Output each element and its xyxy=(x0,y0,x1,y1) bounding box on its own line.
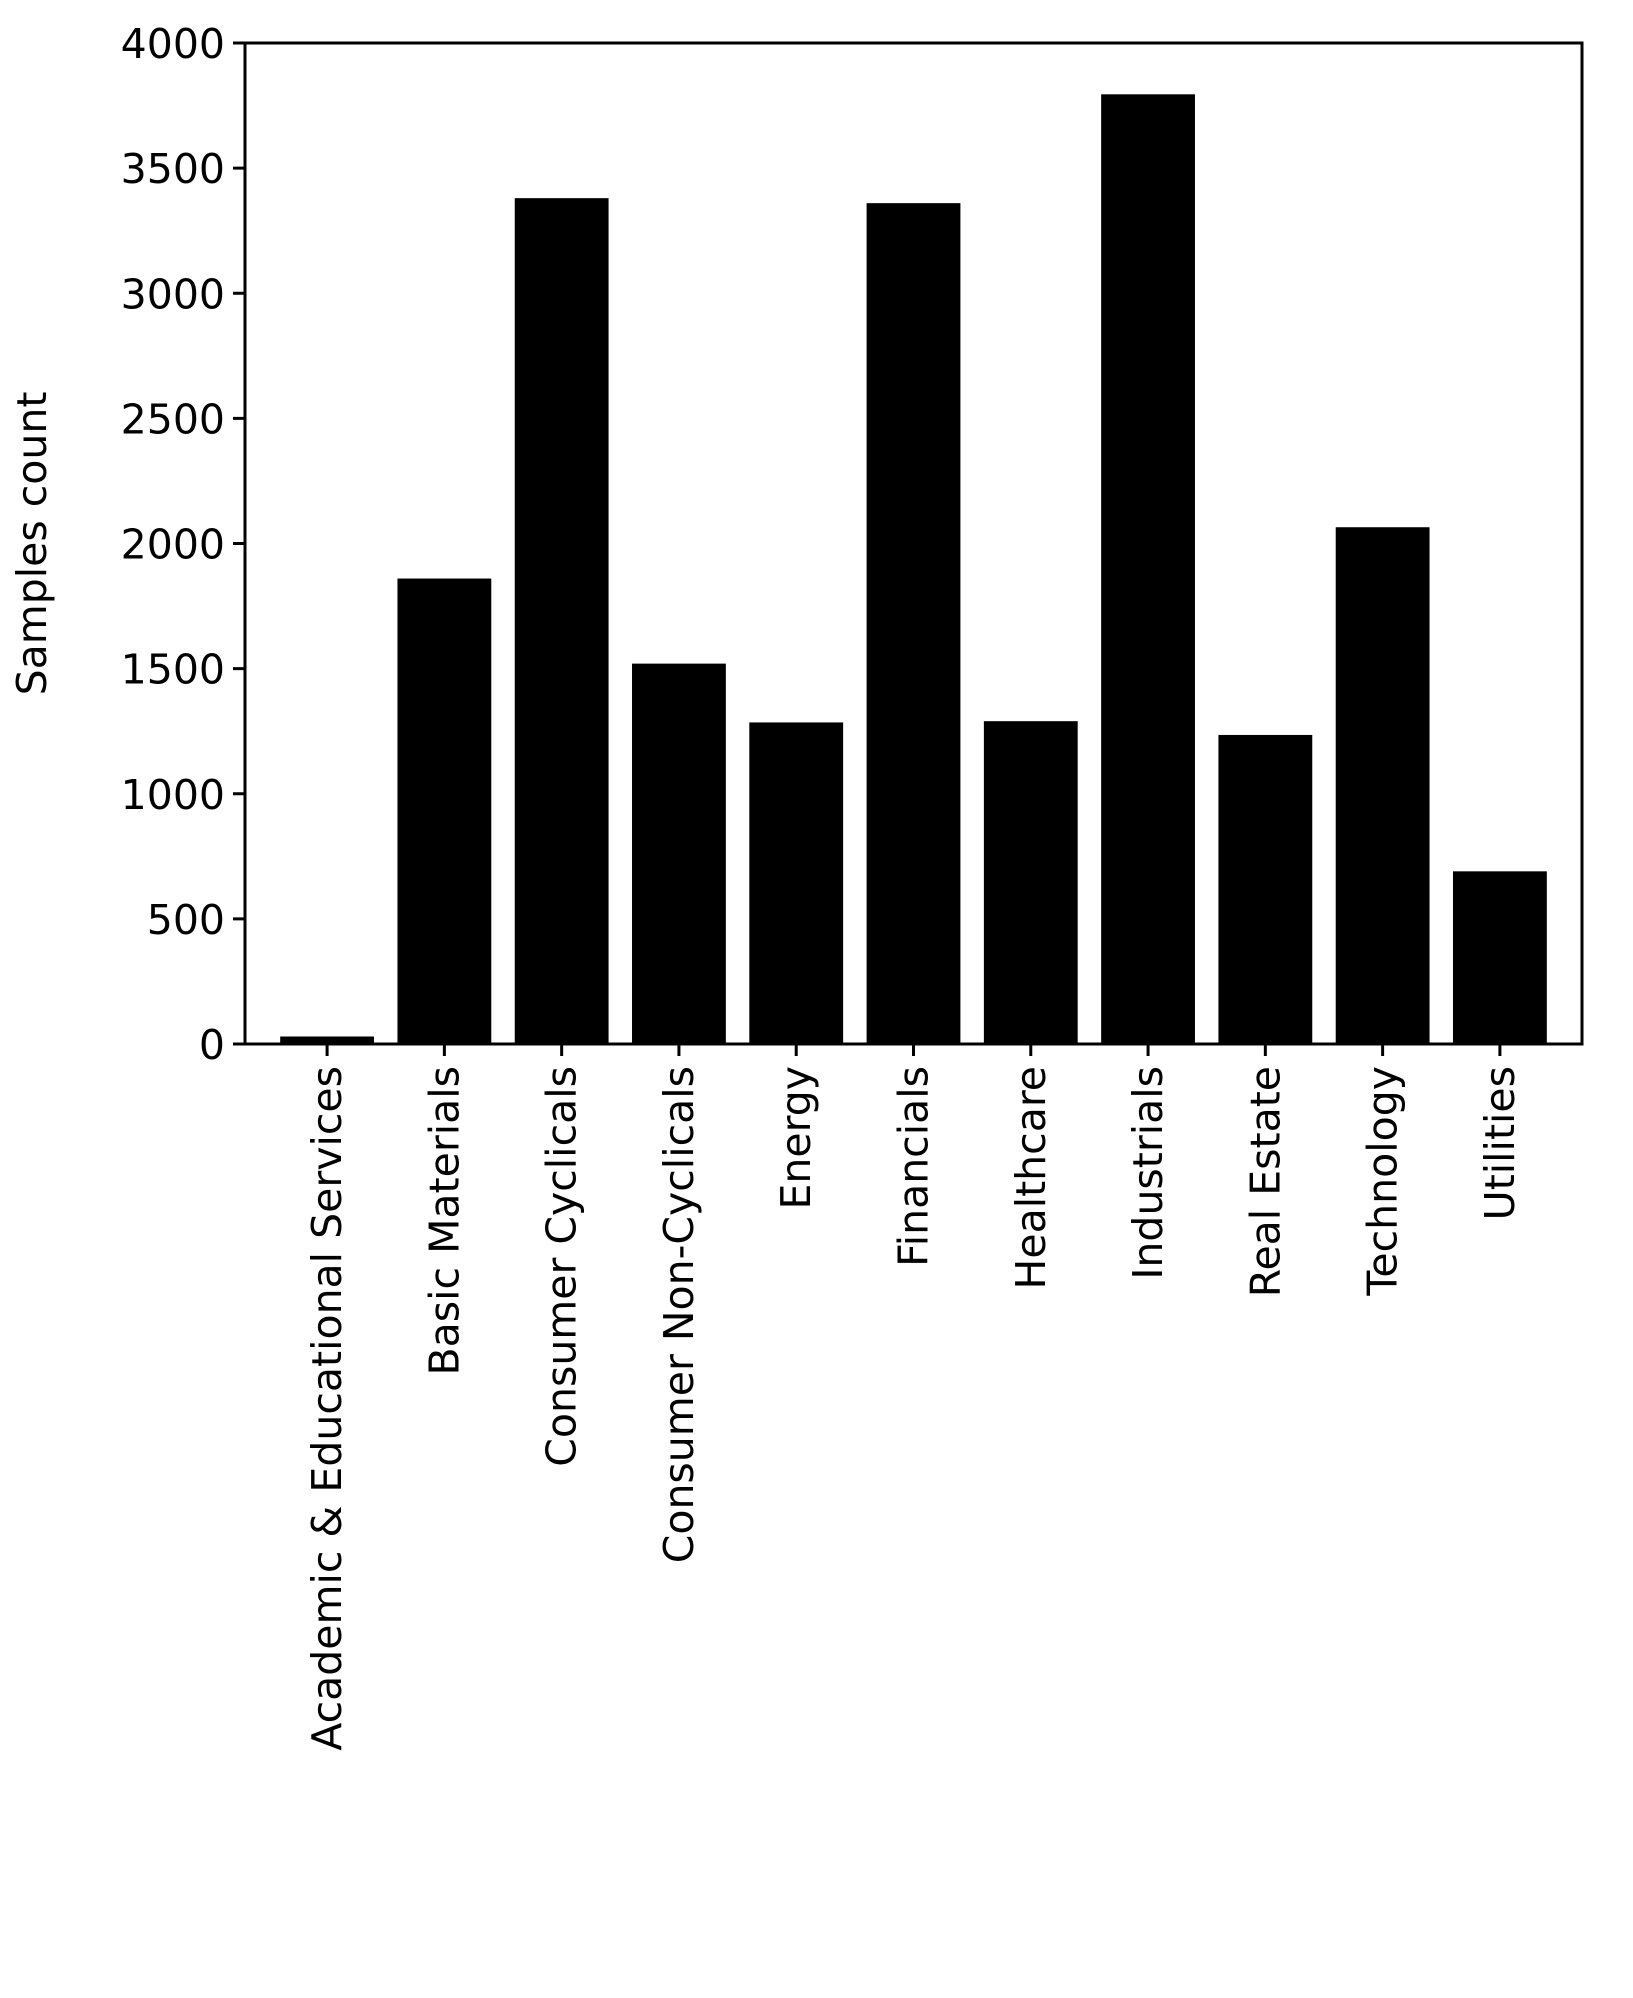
bars-group xyxy=(280,94,1547,1044)
x-tick-label-6: Healthcare xyxy=(1007,1066,1055,1289)
y-tick-label-3: 1500 xyxy=(121,646,225,694)
bar-9 xyxy=(1335,527,1430,1044)
x-tick-label-10: Utilities xyxy=(1476,1066,1524,1220)
bar-8 xyxy=(1218,734,1313,1044)
bar-0 xyxy=(280,1036,375,1044)
x-axis: Academic & Educational Services Basic Mat… xyxy=(303,1044,1524,1751)
x-tick-label-1: Basic Materials xyxy=(420,1066,468,1376)
x-tick-label-9: Technology xyxy=(1359,1066,1407,1297)
y-tick-label-7: 3500 xyxy=(121,145,225,193)
bar-10 xyxy=(1452,871,1547,1044)
y-tick-label-1: 500 xyxy=(147,896,225,944)
bar-4 xyxy=(749,722,844,1044)
y-axis: 0 500 1000 1500 2000 2500 3000 3500 4000 xyxy=(121,20,245,1069)
y-tick-label-6: 3000 xyxy=(121,270,225,318)
y-tick-label-0: 0 xyxy=(199,1021,225,1069)
x-tick-label-8: Real Estate xyxy=(1241,1066,1289,1297)
x-tick-label-3: Consumer Non-Cyclicals xyxy=(655,1066,703,1563)
bar-3 xyxy=(632,663,726,1044)
bar-5 xyxy=(866,203,961,1044)
x-tick-label-2: Consumer Cyclicals xyxy=(538,1066,586,1467)
x-tick-label-0: Academic & Educational Services xyxy=(303,1066,351,1751)
x-tick-label-7: Industrials xyxy=(1124,1066,1172,1280)
x-tick-label-4: Energy xyxy=(772,1066,820,1210)
y-tick-label-4: 2000 xyxy=(121,521,225,569)
x-tick-label-5: Financials xyxy=(890,1066,938,1267)
y-tick-label-2: 1000 xyxy=(121,771,225,819)
bar-7 xyxy=(1101,94,1195,1044)
y-axis-label: Samples count xyxy=(8,392,56,696)
y-tick-label-5: 2500 xyxy=(121,395,225,443)
y-tick-label-8: 4000 xyxy=(121,20,225,68)
bar-1 xyxy=(397,578,492,1044)
bar-2 xyxy=(514,198,609,1044)
bar-6 xyxy=(983,721,1078,1044)
